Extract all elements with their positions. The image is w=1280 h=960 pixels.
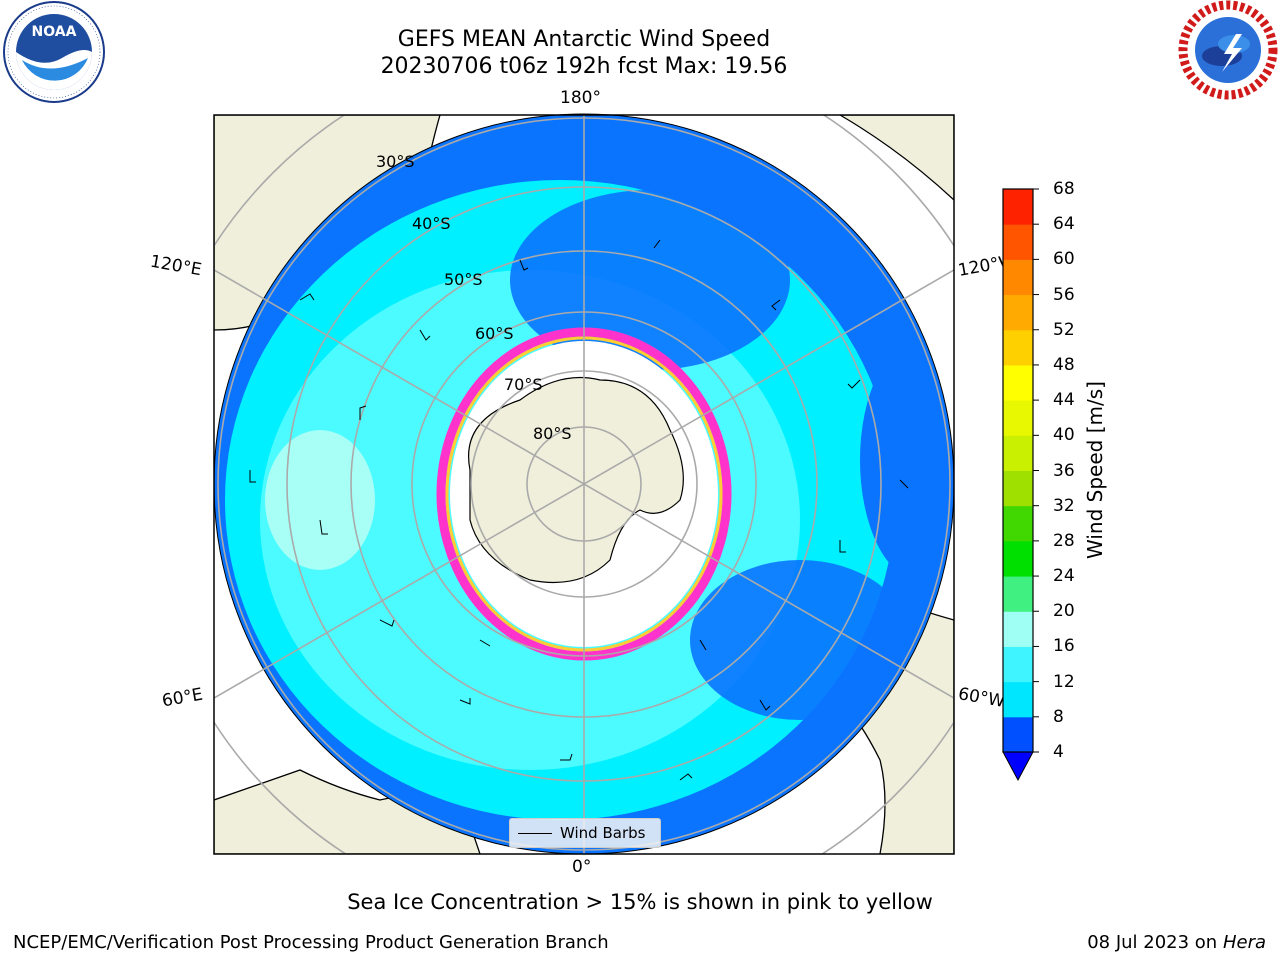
lat-label-70s: 70°S [504, 375, 543, 394]
noaa-logo: NOAA [3, 1, 105, 103]
wind-band-16-20 [265, 430, 375, 570]
colorbar-band [1003, 329, 1033, 366]
colorbar-tick-label: 8 [1053, 706, 1064, 727]
colorbar-tick-label: 4 [1053, 742, 1064, 762]
map-subtitle: 20230706 t06z 192h fcst Max: 19.56 [380, 54, 788, 79]
colorbar-band [1003, 294, 1033, 331]
sea-ice-caption: Sea Ice Concentration > 15% is shown in … [347, 890, 933, 914]
colorbar-band [1003, 681, 1033, 718]
colorbar-tick-label: 44 [1053, 390, 1075, 411]
colorbar-band [1003, 611, 1033, 647]
wind-barb-legend-line [518, 832, 552, 834]
footer-date: 08 Jul 2023 on Hera [1087, 932, 1266, 953]
wind-barbs-legend: Wind Barbs [509, 818, 661, 848]
footer-host: Hera [1222, 932, 1266, 953]
colorbar-band [1003, 224, 1033, 260]
colorbar-band [1003, 716, 1033, 753]
lat-label-40s: 40°S [412, 214, 451, 233]
colorbar-band [1003, 189, 1033, 225]
colorbar-band [1003, 470, 1033, 507]
colorbar-tick-label: 48 [1053, 354, 1075, 375]
colorbar-tick-label: 52 [1053, 319, 1075, 340]
lat-label-60s: 60°S [475, 324, 514, 343]
colorbar-band [1003, 435, 1033, 471]
colorbar-band [1003, 576, 1033, 612]
colorbar-tick-label: 12 [1053, 671, 1075, 692]
lon-label-0: 0° [572, 857, 592, 877]
colorbar-tick-label: 64 [1053, 214, 1075, 235]
noaa-logo-text: NOAA [32, 24, 77, 40]
wind-barbs [249, 239, 909, 781]
colorbar-tick-label: 60 [1053, 249, 1075, 270]
colorbar-tick-label: 16 [1053, 636, 1075, 657]
colorbar-title: Wind Speed [m/s] [1083, 381, 1107, 559]
graticule [214, 115, 954, 854]
colorbar-band [1003, 400, 1033, 436]
colorbar-tick-label: 56 [1053, 284, 1075, 305]
colorbar-tick-label: 68 [1053, 179, 1075, 199]
colorbar [1002, 188, 1039, 782]
colorbar-tick-label: 24 [1053, 566, 1075, 587]
nws-logo [1178, 0, 1278, 100]
colorbar-band [1003, 540, 1033, 577]
lon-label-180: 180° [560, 88, 601, 108]
footer-date-text: 08 Jul 2023 on [1087, 932, 1223, 953]
colorbar-tick-label: 28 [1053, 530, 1075, 551]
lat-label-30s: 30°S [376, 152, 415, 171]
colorbar-tick-label: 36 [1053, 460, 1075, 481]
colorbar-tick-label: 20 [1053, 601, 1075, 622]
colorbar-band [1003, 364, 1033, 401]
lat-label-50s: 50°S [444, 270, 483, 289]
colorbar-band [1003, 259, 1033, 296]
colorbar-band [1003, 646, 1033, 683]
map-title: GEFS MEAN Antarctic Wind Speed [397, 27, 771, 52]
colorbar-band [1003, 505, 1033, 542]
wind-barb-legend-label: Wind Barbs [560, 824, 646, 842]
lat-label-80s: 80°S [533, 424, 572, 443]
colorbar-tick-label: 32 [1053, 495, 1075, 516]
colorbar-tick-label: 40 [1053, 425, 1075, 446]
footer-credit: NCEP/EMC/Verification Post Processing Pr… [13, 932, 609, 953]
